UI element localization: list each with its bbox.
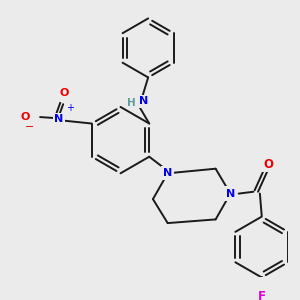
Text: N: N bbox=[163, 168, 172, 178]
Text: O: O bbox=[59, 88, 69, 98]
Text: O: O bbox=[21, 112, 30, 122]
Text: F: F bbox=[258, 290, 266, 300]
Text: N: N bbox=[226, 189, 235, 199]
Text: O: O bbox=[263, 158, 273, 171]
Text: −: − bbox=[24, 122, 34, 132]
Text: +: + bbox=[66, 103, 74, 113]
Text: H: H bbox=[127, 98, 136, 108]
Text: N: N bbox=[139, 96, 148, 106]
Text: N: N bbox=[54, 114, 63, 124]
